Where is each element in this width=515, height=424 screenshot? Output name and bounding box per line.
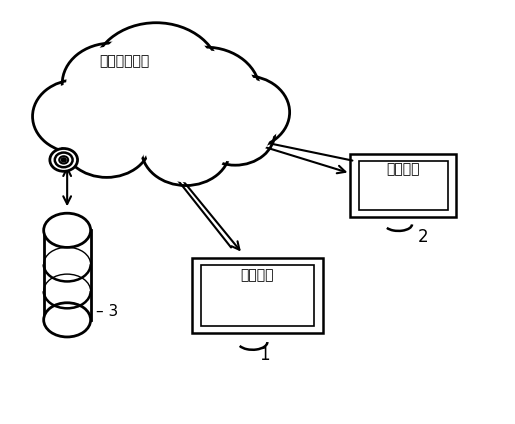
Circle shape bbox=[62, 43, 161, 125]
Text: 车载终端: 车载终端 bbox=[241, 268, 274, 282]
Ellipse shape bbox=[44, 213, 91, 248]
Circle shape bbox=[32, 80, 122, 153]
Circle shape bbox=[141, 112, 230, 186]
Circle shape bbox=[66, 107, 147, 174]
Text: 1: 1 bbox=[260, 346, 270, 365]
Bar bbox=[359, 161, 448, 210]
Circle shape bbox=[155, 50, 256, 134]
Circle shape bbox=[66, 46, 157, 121]
Bar bbox=[350, 154, 456, 217]
Circle shape bbox=[145, 115, 227, 182]
Text: – 3: – 3 bbox=[96, 304, 118, 319]
Circle shape bbox=[50, 148, 78, 171]
Bar bbox=[192, 258, 323, 333]
Circle shape bbox=[55, 153, 73, 167]
Circle shape bbox=[151, 47, 260, 137]
Circle shape bbox=[96, 26, 216, 126]
Circle shape bbox=[196, 100, 275, 165]
Circle shape bbox=[92, 23, 220, 128]
Circle shape bbox=[200, 103, 271, 162]
Circle shape bbox=[201, 75, 289, 149]
Bar bbox=[44, 230, 91, 320]
Circle shape bbox=[62, 104, 151, 177]
Circle shape bbox=[92, 55, 201, 145]
Text: 无线通讯网络: 无线通讯网络 bbox=[99, 54, 149, 68]
Circle shape bbox=[59, 156, 68, 164]
Circle shape bbox=[204, 79, 286, 146]
Circle shape bbox=[61, 158, 66, 162]
Text: 叫号终端: 叫号终端 bbox=[387, 162, 420, 176]
Circle shape bbox=[37, 83, 117, 150]
Bar bbox=[201, 265, 314, 326]
Ellipse shape bbox=[44, 303, 91, 337]
Circle shape bbox=[96, 59, 197, 142]
Text: 2: 2 bbox=[418, 228, 428, 245]
